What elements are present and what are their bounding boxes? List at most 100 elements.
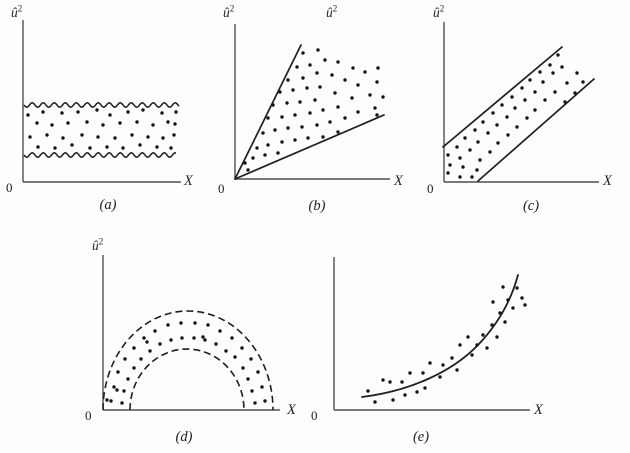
- dot: [276, 151, 280, 155]
- dot: [146, 135, 150, 139]
- dot: [446, 171, 450, 175]
- dot: [105, 398, 109, 402]
- dot: [130, 133, 134, 137]
- dot: [308, 111, 312, 115]
- dot: [343, 78, 347, 82]
- dot: [179, 321, 183, 325]
- dot: [169, 146, 173, 150]
- dot: [115, 388, 119, 392]
- x-axis-label: X: [183, 173, 194, 189]
- dot: [158, 342, 162, 346]
- dot: [253, 401, 257, 405]
- dot: [88, 146, 92, 150]
- dot: [80, 133, 84, 137]
- boundary-line-1: [477, 78, 595, 182]
- panel-caption: (d): [176, 429, 193, 445]
- dot: [126, 377, 130, 381]
- x-axis-label: X: [602, 173, 613, 189]
- dot: [491, 111, 495, 115]
- dot: [306, 136, 310, 140]
- dot: [153, 329, 157, 333]
- dot: [308, 63, 312, 67]
- dot: [263, 399, 267, 403]
- dot: [421, 371, 425, 375]
- dot: [336, 60, 340, 64]
- y-axis-label: û2: [11, 4, 22, 21]
- dot: [381, 378, 385, 382]
- dot: [498, 311, 502, 315]
- dot: [496, 141, 500, 145]
- dot: [486, 131, 490, 135]
- dot: [525, 116, 529, 120]
- dot: [161, 136, 165, 140]
- dot: [373, 400, 377, 404]
- scatter-dots: [446, 53, 585, 179]
- dot: [35, 121, 39, 125]
- dot: [476, 140, 480, 144]
- dot: [174, 110, 178, 114]
- dot: [400, 380, 404, 384]
- dot: [95, 108, 99, 112]
- dot: [85, 120, 89, 124]
- dot: [446, 153, 450, 157]
- panel-d: û2 0 X (d): [85, 237, 297, 446]
- dot: [333, 91, 337, 95]
- dot: [466, 335, 470, 339]
- dot: [475, 343, 479, 347]
- dot: [511, 306, 515, 310]
- dot: [575, 71, 579, 75]
- dot: [53, 146, 57, 150]
- dot: [172, 133, 176, 137]
- y-axis-label: û2: [433, 4, 444, 21]
- dot: [160, 111, 164, 115]
- dot: [350, 96, 354, 100]
- dot: [142, 336, 146, 340]
- dot: [468, 148, 472, 152]
- dashed-arc-0: [102, 310, 274, 411]
- dot: [250, 389, 254, 393]
- dot: [214, 342, 218, 346]
- dot: [180, 336, 184, 340]
- dot: [323, 58, 327, 62]
- trend-curve: [361, 274, 519, 398]
- panel-caption: (e): [413, 429, 429, 445]
- origin-label: 0: [427, 181, 434, 196]
- dot: [515, 286, 519, 290]
- dot: [455, 145, 459, 149]
- dot: [491, 300, 495, 304]
- dot: [438, 375, 442, 379]
- dot: [246, 168, 250, 172]
- dot: [490, 323, 494, 327]
- dot: [273, 128, 277, 132]
- origin-label: 0: [218, 181, 225, 196]
- wavy-boundary-0: [23, 102, 180, 108]
- dot: [488, 150, 492, 154]
- dot: [470, 353, 474, 357]
- dot: [318, 85, 322, 89]
- dot: [305, 86, 309, 90]
- dot: [463, 136, 467, 140]
- y-axis-label: û2: [223, 4, 234, 21]
- dot: [423, 386, 427, 390]
- dot: [280, 115, 284, 119]
- dot: [515, 125, 519, 129]
- dot: [441, 363, 445, 367]
- x-axis-label: X: [533, 402, 544, 418]
- dot: [428, 361, 432, 365]
- dot: [28, 135, 32, 139]
- y-axis-label: û2: [92, 237, 103, 254]
- dot: [315, 71, 319, 75]
- dot: [475, 168, 479, 172]
- dot: [330, 73, 334, 77]
- dot: [556, 53, 560, 57]
- dot: [26, 113, 30, 117]
- dot: [240, 346, 244, 350]
- panel-a: û2 0 X (a): [6, 4, 194, 214]
- dot: [255, 146, 259, 150]
- dot: [506, 298, 510, 302]
- dot: [135, 120, 139, 124]
- panel-caption: (a): [100, 197, 117, 213]
- dot: [193, 321, 197, 325]
- dot: [356, 83, 360, 87]
- dot: [60, 111, 64, 115]
